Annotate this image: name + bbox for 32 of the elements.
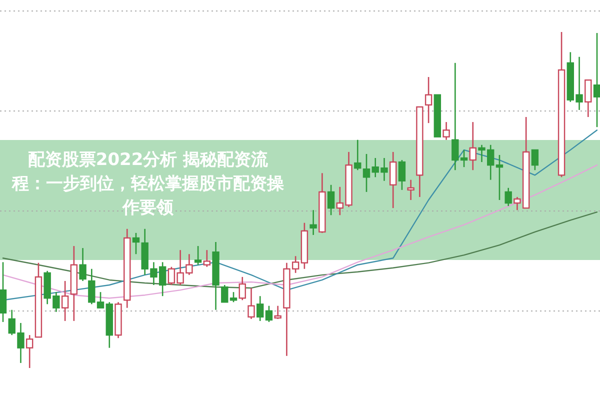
candlestick — [230, 291, 238, 303]
candlestick — [593, 32, 600, 128]
candlestick — [194, 245, 202, 266]
candlestick — [584, 79, 592, 118]
candlestick — [531, 149, 539, 171]
candlestick — [469, 121, 476, 171]
candlestick — [0, 262, 7, 323]
candlestick — [221, 284, 228, 303]
candlestick — [238, 276, 246, 301]
candlestick — [274, 305, 282, 320]
candlestick — [424, 76, 432, 124]
candlestick — [248, 287, 255, 320]
candlestick — [265, 305, 273, 323]
candlestick — [203, 249, 211, 268]
candlestick — [504, 187, 512, 207]
candlestick — [452, 62, 459, 171]
candlestick — [26, 334, 34, 369]
candlestick — [61, 280, 69, 322]
candlestick — [354, 139, 362, 171]
text: 配资股票2022分析 揭秘配资流程：一步到位，轻松掌握股市配资操作要领 — [12, 149, 284, 220]
candlestick — [407, 179, 414, 201]
candlestick — [362, 153, 370, 193]
candlestick — [496, 154, 504, 201]
candlestick — [460, 149, 468, 168]
candlestick — [327, 184, 335, 216]
candlestick — [256, 295, 264, 322]
candlestick — [398, 159, 406, 191]
candlestick — [389, 151, 397, 209]
candlestick — [132, 232, 140, 255]
candlestick — [442, 121, 450, 141]
candlestick — [310, 209, 317, 236]
candlestick — [79, 247, 86, 282]
